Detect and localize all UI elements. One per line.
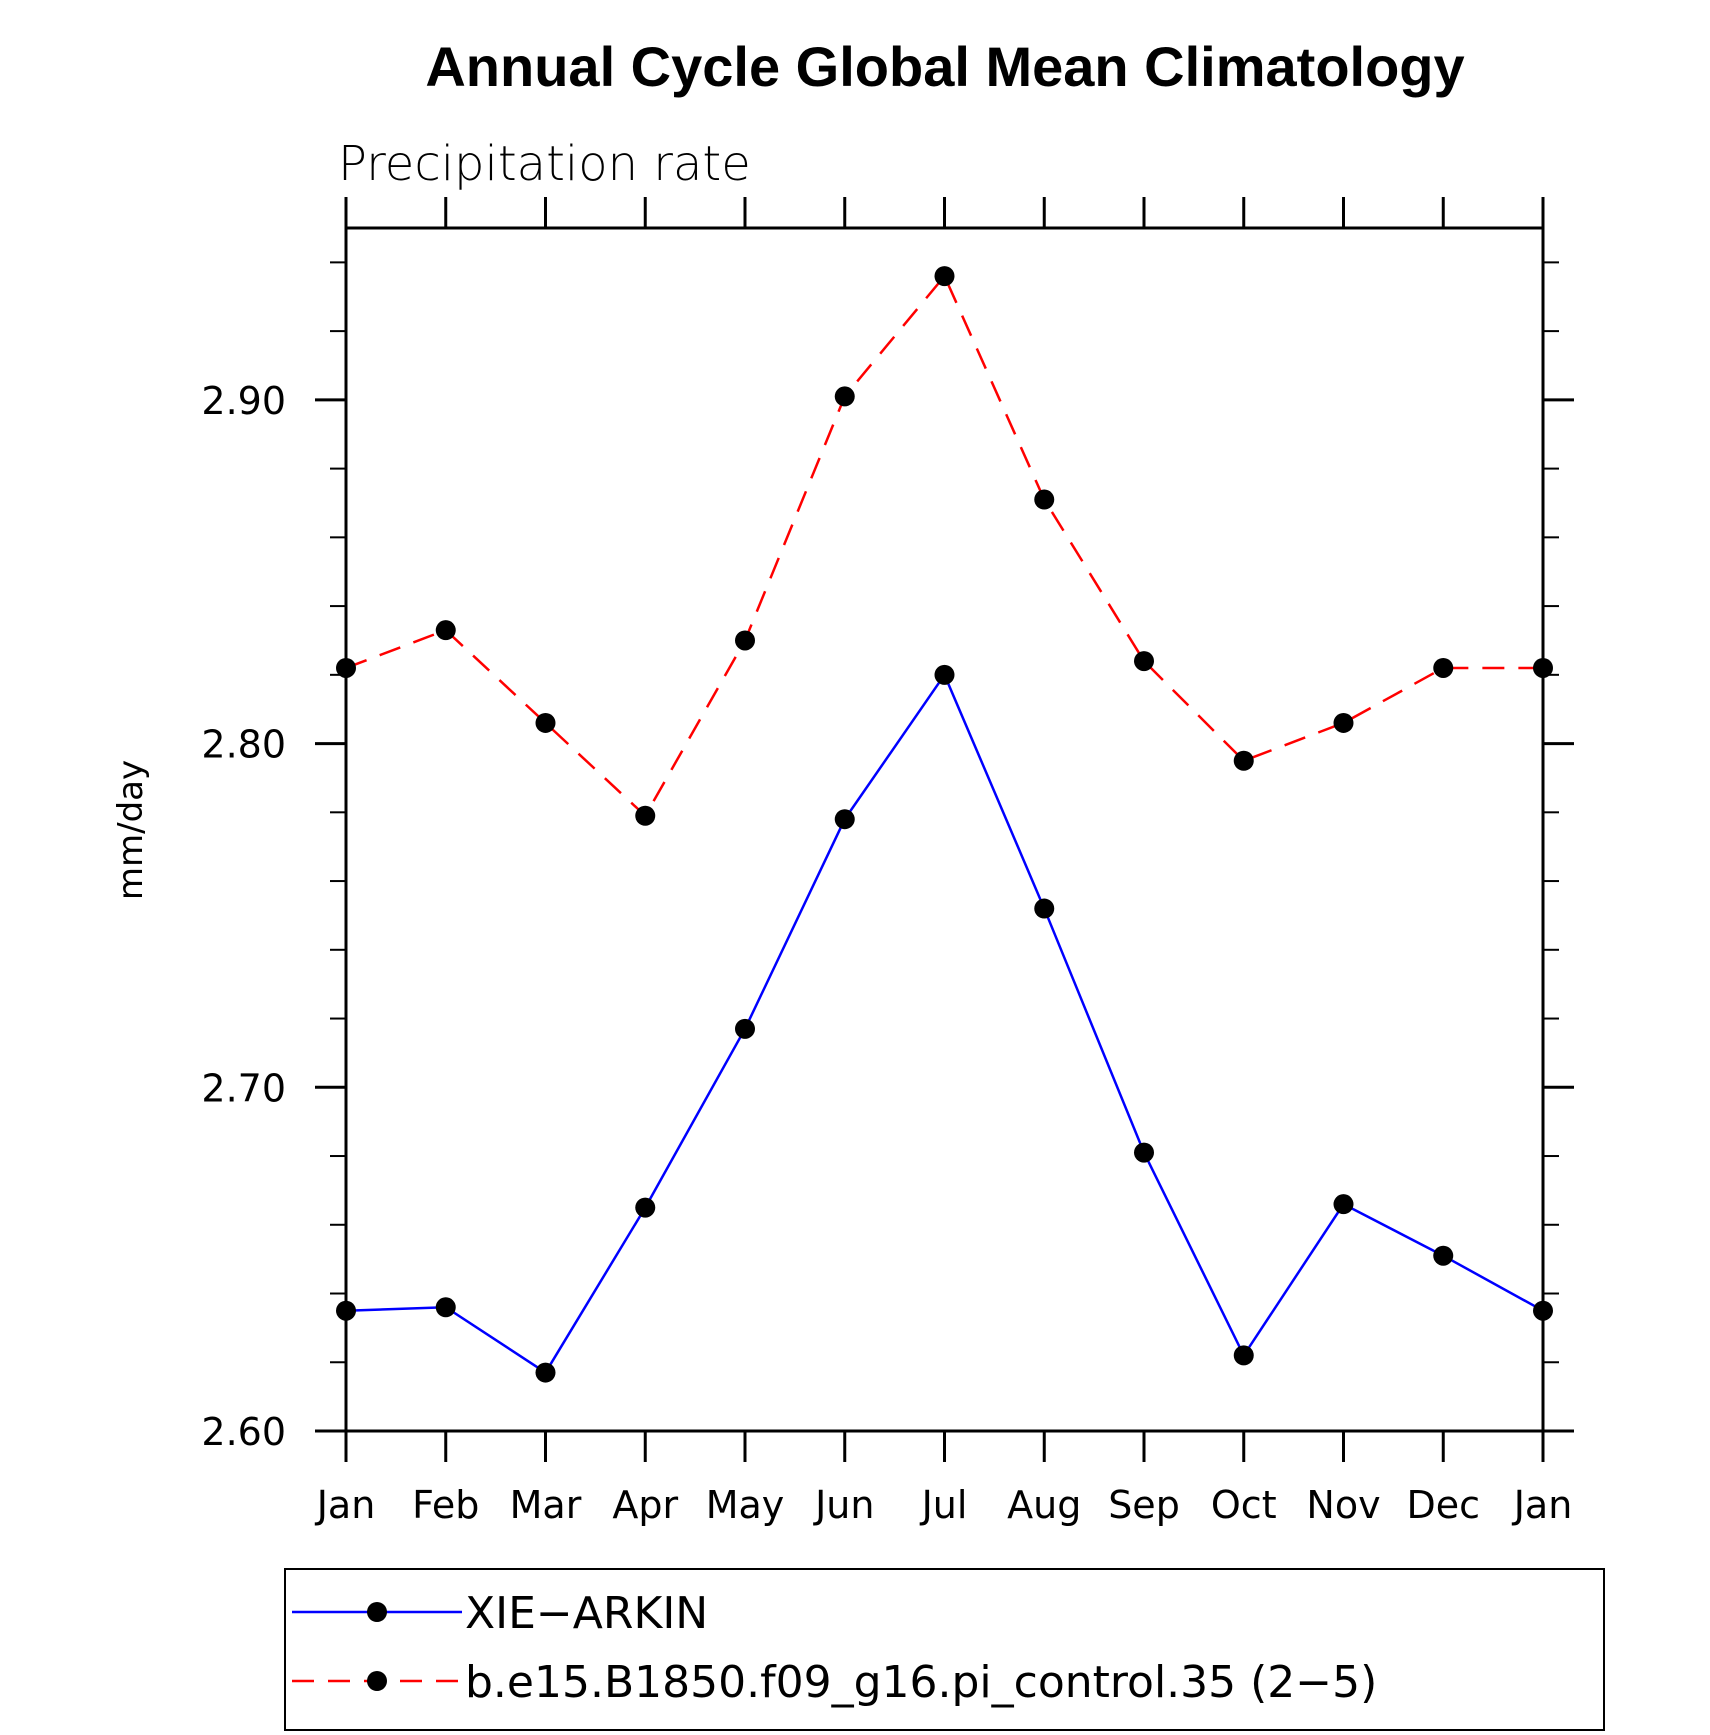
plot-frame: [344, 226, 1545, 1433]
data-point: [1533, 1300, 1553, 1321]
y-tick-label: 2.80: [201, 723, 286, 767]
x-tick-label: Jun: [813, 1483, 874, 1527]
data-point: [834, 386, 855, 407]
data-point: [1233, 1345, 1254, 1366]
data-point: [1333, 1194, 1354, 1215]
x-tick-label: Mar: [510, 1483, 582, 1527]
x-tick-labels: Jan Feb Mar Apr May Jun Jul Aug Sep Oct Nov Dec Jan: [315, 1483, 1573, 1527]
x-tick-label: Jul: [920, 1483, 968, 1527]
data-point: [834, 809, 855, 830]
data-point: [1034, 898, 1055, 919]
data-point: [934, 266, 955, 287]
data-point: [1034, 489, 1055, 510]
x-tick-label: Aug: [1007, 1483, 1081, 1527]
data-point: [735, 1018, 755, 1039]
axis-ticks: [315, 197, 1574, 1462]
x-tick-label: Jan: [315, 1483, 376, 1527]
series-line: [345, 273, 1543, 818]
x-tick-label: Sep: [1108, 1483, 1180, 1527]
data-point: [336, 1300, 356, 1321]
data-point: [1134, 651, 1154, 672]
legend-label: b.e15.B1850.f09_g16.pi_control.35 (2−5): [465, 1657, 1377, 1708]
x-tick-label: Apr: [612, 1483, 678, 1527]
data-point: [1233, 750, 1254, 771]
x-tick-label: Oct: [1211, 1483, 1277, 1527]
chart-subtitle: Precipitation rate: [338, 136, 751, 192]
x-tick-label: May: [706, 1483, 785, 1527]
x-tick-label: Feb: [412, 1483, 479, 1527]
y-tick-label: 2.60: [201, 1410, 286, 1454]
data-point: [934, 664, 955, 685]
data-point: [735, 630, 755, 651]
x-tick-label: Nov: [1306, 1483, 1380, 1527]
data-point: [1433, 1245, 1454, 1266]
data-point: [535, 1362, 556, 1383]
y-tick-labels: 2.60 2.70 2.80 2.90: [201, 379, 286, 1454]
legend-marker: [367, 1671, 387, 1691]
data-point: [1533, 657, 1553, 678]
data-point: [1433, 657, 1454, 678]
y-tick-label: 2.70: [201, 1066, 286, 1110]
y-tick-label: 2.90: [201, 379, 286, 423]
series-line: [345, 672, 1544, 1375]
x-tick-label: Dec: [1406, 1483, 1480, 1527]
data-point: [1134, 1142, 1154, 1163]
series-layer: [336, 266, 1553, 1383]
legend-marker: [367, 1602, 387, 1622]
data-point: [435, 1297, 456, 1318]
data-point: [1333, 712, 1354, 733]
legend-box: [284, 1568, 1605, 1731]
data-point: [635, 1197, 656, 1218]
data-point: [635, 805, 656, 826]
chart-title: Annual Cycle Global Mean Climatology: [425, 35, 1464, 98]
data-point: [535, 712, 556, 733]
data-point: [435, 620, 456, 641]
legend: XIE−ARKIN b.e15.B1850.f09_g16.pi_control.…: [292, 1588, 1377, 1708]
x-tick-label: Jan: [1512, 1483, 1573, 1527]
legend-label: XIE−ARKIN: [465, 1588, 708, 1639]
y-axis-label: mm/day: [111, 760, 151, 900]
data-point: [336, 657, 356, 678]
